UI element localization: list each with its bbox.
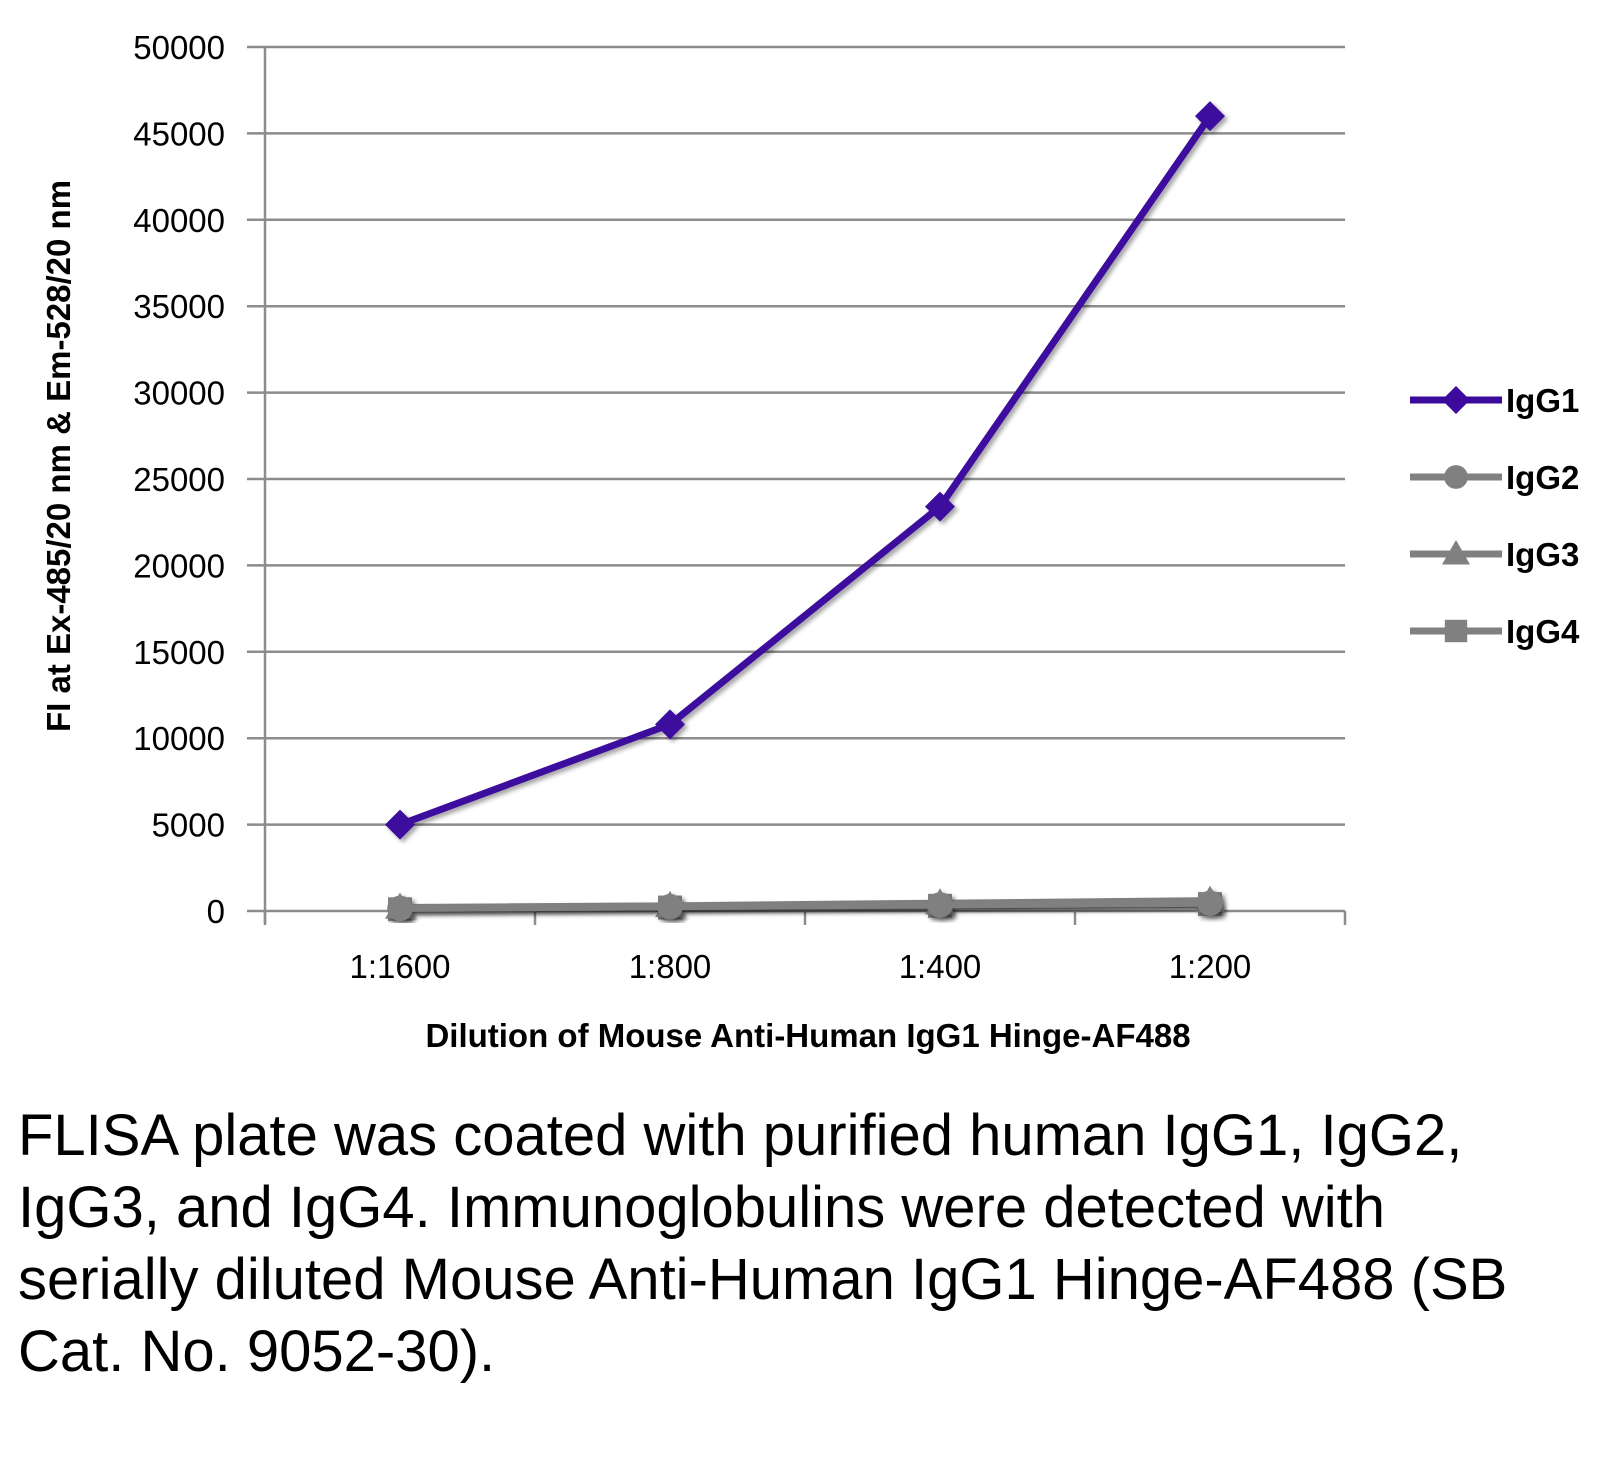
legend-label: IgG4 <box>1506 613 1580 650</box>
legend: IgG1 IgG2 IgG3 IgG4 <box>1410 382 1580 650</box>
y-tick-label: 35000 <box>133 288 225 325</box>
figure-caption: FLISA plate was coated with purified hum… <box>18 1103 1508 1384</box>
data-point-igg2 <box>1197 890 1223 916</box>
x-tick-label: 1:200 <box>1169 948 1252 985</box>
y-tick-label: 45000 <box>133 115 225 152</box>
data-point-igg1 <box>655 709 685 740</box>
data-point-igg2 <box>927 892 953 918</box>
legend-item-igg2: IgG2 <box>1410 459 1579 496</box>
y-tick-label: 30000 <box>133 375 225 412</box>
x-tick-label: 1:400 <box>899 948 982 985</box>
legend-item-igg4: IgG4 <box>1410 613 1580 650</box>
y-tick-label: 5000 <box>152 807 225 844</box>
legend-marker <box>1442 540 1470 565</box>
legend-label: IgG1 <box>1506 382 1579 419</box>
series-line-igg1 <box>398 114 1213 828</box>
x-tick-label: 1:1600 <box>350 948 451 985</box>
chart: 0 5000 10000 15000 20000 25000 30000 35000 40000… <box>40 29 1580 1054</box>
legend-marker <box>1444 465 1468 489</box>
data-point-igg1 <box>1195 101 1225 132</box>
legend-item-igg1: IgG1 <box>1410 382 1579 419</box>
y-tick-label: 25000 <box>133 461 225 498</box>
series-igg2 <box>387 890 1223 922</box>
data-point-igg1 <box>925 491 955 522</box>
gridlines <box>247 45 1345 913</box>
legend-marker <box>1442 386 1470 414</box>
y-axis-title: FI at Ex-485/20 nm & Em-528/20 nm <box>40 180 77 732</box>
y-tick-label: 0 <box>207 893 225 930</box>
series-line-igg2 <box>399 899 1211 912</box>
x-tick-label: 1:800 <box>629 948 712 985</box>
legend-item-igg3: IgG3 <box>1410 536 1579 573</box>
legend-label: IgG2 <box>1506 459 1579 496</box>
data-point-igg2 <box>657 893 683 920</box>
series-lines <box>385 101 1225 922</box>
axes: 0 5000 10000 15000 20000 25000 30000 35000 40000… <box>133 29 1347 985</box>
y-tick-label: 10000 <box>133 720 225 757</box>
x-axis-title: Dilution of Mouse Anti-Human IgG1 Hinge-… <box>425 1017 1190 1054</box>
y-tick-label: 20000 <box>133 547 225 584</box>
data-point-igg1 <box>385 809 415 840</box>
y-tick-label: 15000 <box>133 634 225 671</box>
series-igg1 <box>385 101 1225 840</box>
y-tick-label: 40000 <box>133 202 225 239</box>
data-point-igg2 <box>387 895 413 922</box>
legend-label: IgG3 <box>1506 536 1579 573</box>
legend-marker <box>1444 619 1468 643</box>
y-tick-label: 50000 <box>133 29 225 66</box>
